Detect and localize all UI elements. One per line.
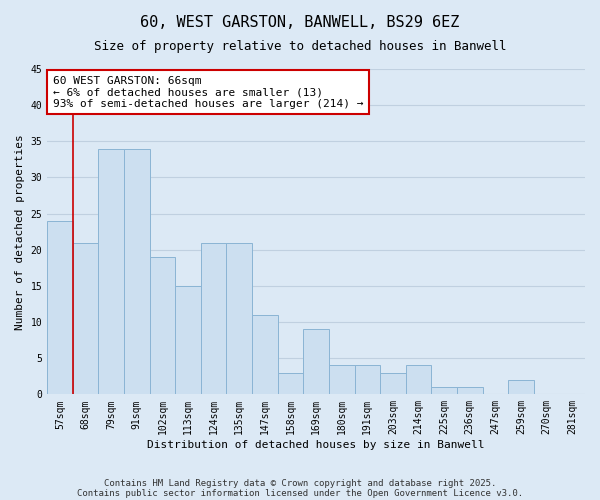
Text: 60, WEST GARSTON, BANWELL, BS29 6EZ: 60, WEST GARSTON, BANWELL, BS29 6EZ bbox=[140, 15, 460, 30]
Bar bbox=[73, 242, 98, 394]
Bar bbox=[252, 315, 278, 394]
Text: Contains HM Land Registry data © Crown copyright and database right 2025.: Contains HM Land Registry data © Crown c… bbox=[104, 478, 496, 488]
Text: Size of property relative to detached houses in Banwell: Size of property relative to detached ho… bbox=[94, 40, 506, 53]
Bar bbox=[406, 366, 431, 394]
Bar bbox=[355, 366, 380, 394]
Text: 60 WEST GARSTON: 66sqm
← 6% of detached houses are smaller (13)
93% of semi-deta: 60 WEST GARSTON: 66sqm ← 6% of detached … bbox=[53, 76, 363, 108]
Bar bbox=[431, 387, 457, 394]
Bar bbox=[149, 257, 175, 394]
X-axis label: Distribution of detached houses by size in Banwell: Distribution of detached houses by size … bbox=[148, 440, 485, 450]
Bar bbox=[380, 372, 406, 394]
Bar bbox=[457, 387, 482, 394]
Bar bbox=[303, 330, 329, 394]
Y-axis label: Number of detached properties: Number of detached properties bbox=[15, 134, 25, 330]
Bar bbox=[329, 366, 355, 394]
Bar bbox=[508, 380, 534, 394]
Bar bbox=[201, 242, 226, 394]
Bar bbox=[47, 221, 73, 394]
Bar bbox=[226, 242, 252, 394]
Text: Contains public sector information licensed under the Open Government Licence v3: Contains public sector information licen… bbox=[77, 488, 523, 498]
Bar bbox=[278, 372, 303, 394]
Bar bbox=[98, 148, 124, 394]
Bar bbox=[175, 286, 201, 395]
Bar bbox=[124, 148, 149, 394]
